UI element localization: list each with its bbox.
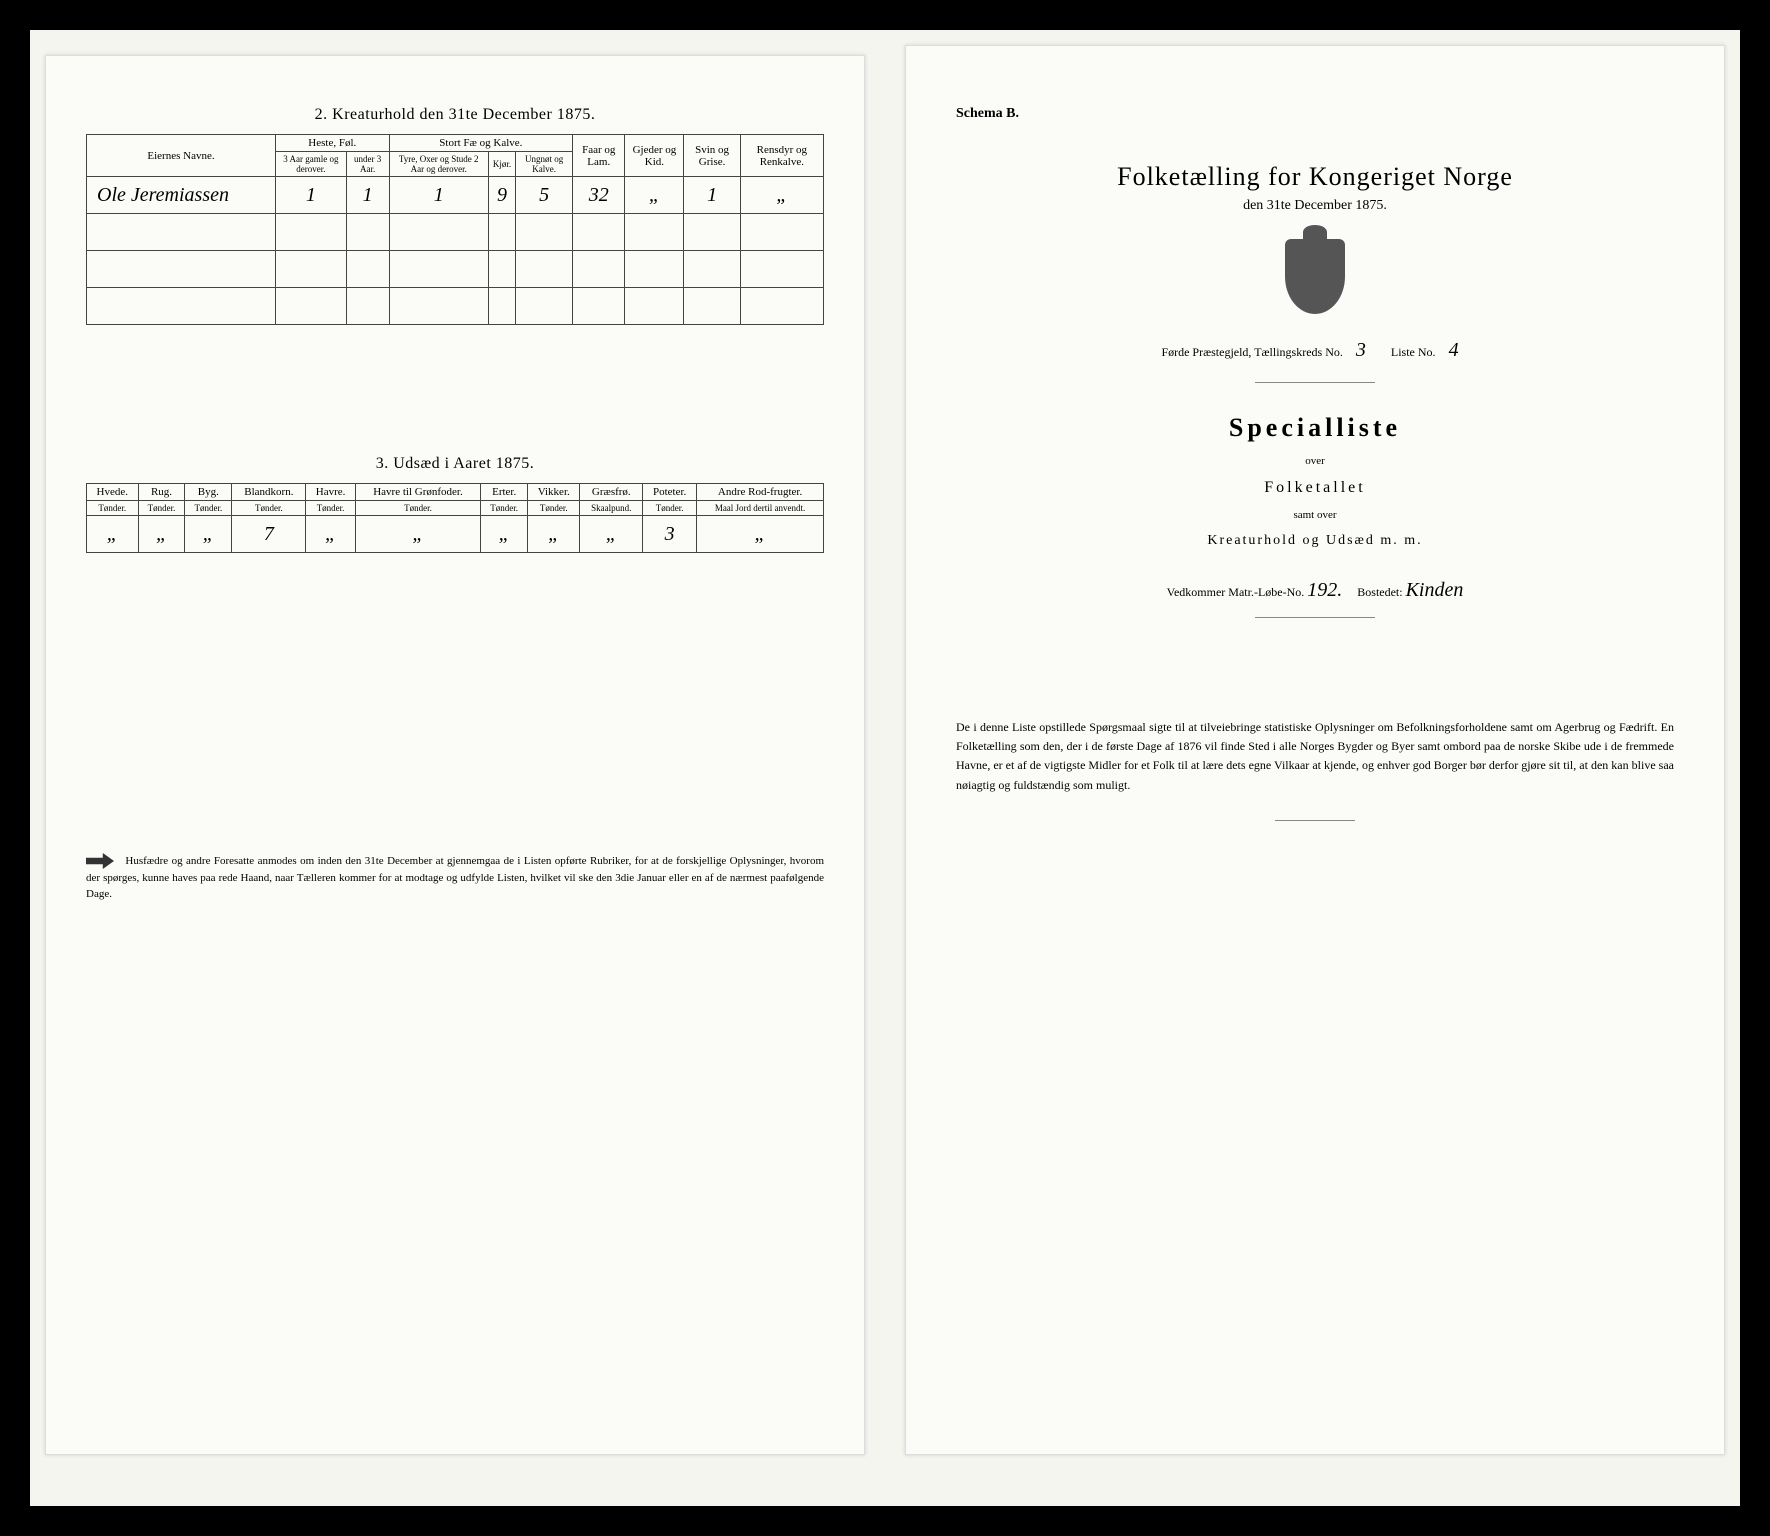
u5: Tønder. <box>306 501 355 516</box>
table-row: „ „ „ 7 „ „ „ „ „ 3 „ <box>87 516 824 553</box>
left-page: 2. Kreaturhold den 31te December 1875. E… <box>45 55 865 1455</box>
vedk-bost: Kinden <box>1406 579 1464 602</box>
vedk-line: Vedkommer Matr.-Løbe-No. 192. Bostedet: … <box>956 579 1674 602</box>
table-row <box>87 288 824 325</box>
vedk-label1: Vedkommer Matr.-Løbe-No. <box>1167 585 1305 599</box>
divider <box>1255 617 1375 618</box>
bottom-paragraph: De i denne Liste opstillede Spørgsmaal s… <box>956 718 1674 795</box>
pointing-hand-icon <box>86 853 114 869</box>
schema-label: Schema B. <box>956 106 1674 122</box>
table-row: Ole Jeremiassen 1 1 1 9 5 32 „ 1 „ <box>87 177 824 214</box>
cell: „ <box>306 516 355 553</box>
right-page: Schema B. Folketælling for Kongeriget No… <box>905 45 1725 1455</box>
table-udsaed: Hvede. Rug. Byg. Blandkorn. Havre. Havre… <box>86 483 824 553</box>
table-row <box>87 214 824 251</box>
spec-folket: Folketallet <box>956 479 1674 497</box>
owner-name: Ole Jeremiassen <box>87 177 276 214</box>
table-kreaturhold: Eiernes Navne. Heste, Føl. Stort Fæ og K… <box>86 134 824 325</box>
u11: Maal Jord dertil anvendt. <box>697 501 824 516</box>
h4: Blandkorn. <box>232 484 306 501</box>
spec-over: over <box>956 455 1674 467</box>
u6: Tønder. <box>355 501 481 516</box>
main-title: Folketælling for Kongeriget Norge <box>956 162 1674 192</box>
coat-of-arms-icon <box>1285 239 1345 314</box>
col-faar: Faar og Lam. <box>573 135 625 177</box>
cell: „ <box>87 516 139 553</box>
footnote-block: Husfædre og andre Foresatte anmodes om i… <box>86 853 824 903</box>
h8: Vikker. <box>528 484 580 501</box>
cell: 1 <box>276 177 347 214</box>
h6: Havre til Grønfoder. <box>355 484 481 501</box>
cell: 9 <box>488 177 515 214</box>
h9: Græsfrø. <box>580 484 643 501</box>
cell: 5 <box>516 177 573 214</box>
section3-title: 3. Udsæd i Aaret 1875. <box>86 455 824 473</box>
vedk-label2: Bostedet: <box>1357 585 1402 599</box>
cell: „ <box>185 516 232 553</box>
cell: „ <box>580 516 643 553</box>
sub-heste1: 3 Aar gamle og derover. <box>276 152 347 177</box>
u10: Tønder. <box>643 501 697 516</box>
sub-heste2: under 3 Aar. <box>346 152 389 177</box>
cell: 1 <box>684 177 740 214</box>
spec-samt: samt over <box>956 509 1674 521</box>
sub-fae2: Kjør. <box>488 152 515 177</box>
section2-title: 2. Kreaturhold den 31te December 1875. <box>86 106 824 124</box>
cell: 1 <box>346 177 389 214</box>
h5: Havre. <box>306 484 355 501</box>
h10: Poteter. <box>643 484 697 501</box>
h1: Hvede. <box>87 484 139 501</box>
u8: Tønder. <box>528 501 580 516</box>
u7: Tønder. <box>481 501 528 516</box>
cell: „ <box>625 177 684 214</box>
u4: Tønder. <box>232 501 306 516</box>
cell: „ <box>138 516 185 553</box>
col-gjeder: Gjeder og Kid. <box>625 135 684 177</box>
h7: Erter. <box>481 484 528 501</box>
group-fae: Stort Fæ og Kalve. <box>389 135 573 152</box>
u2: Tønder. <box>138 501 185 516</box>
sub-title: den 31te December 1875. <box>956 198 1674 214</box>
cell: 3 <box>643 516 697 553</box>
cell: 1 <box>389 177 488 214</box>
spec-kreat: Kreaturhold og Udsæd m. m. <box>956 533 1674 549</box>
col-rensdyr: Rensdyr og Renkalve. <box>740 135 823 177</box>
u9: Skaalpund. <box>580 501 643 516</box>
cell: „ <box>697 516 824 553</box>
divider <box>1275 820 1355 821</box>
group-heste: Heste, Føl. <box>276 135 390 152</box>
liste-label: Liste No. <box>1391 345 1436 359</box>
u3: Tønder. <box>185 501 232 516</box>
h11: Andre Rod-frugter. <box>697 484 824 501</box>
meta-line: Førde Præstegjeld, Tællingskreds No. 3 L… <box>956 339 1674 362</box>
sub-fae3: Ungnøt og Kalve. <box>516 152 573 177</box>
h2: Rug. <box>138 484 185 501</box>
divider <box>1255 382 1375 383</box>
col-owner: Eiernes Navne. <box>87 135 276 177</box>
cell: „ <box>740 177 823 214</box>
sub-fae1: Tyre, Oxer og Stude 2 Aar og derover. <box>389 152 488 177</box>
spec-title: Specialliste <box>956 413 1674 443</box>
cell: 32 <box>573 177 625 214</box>
table-row <box>87 251 824 288</box>
footnote-text: Husfædre og andre Foresatte anmodes om i… <box>86 855 824 900</box>
cell: „ <box>528 516 580 553</box>
liste-no: 4 <box>1439 339 1469 362</box>
cell: „ <box>481 516 528 553</box>
h3: Byg. <box>185 484 232 501</box>
vedk-no: 192. <box>1307 579 1342 602</box>
cell: „ <box>355 516 481 553</box>
meta-prefix: Førde Præstegjeld, Tællingskreds No. <box>1161 345 1342 359</box>
cell: 7 <box>232 516 306 553</box>
col-svin: Svin og Grise. <box>684 135 740 177</box>
u1: Tønder. <box>87 501 139 516</box>
kreds-no: 3 <box>1346 339 1376 362</box>
